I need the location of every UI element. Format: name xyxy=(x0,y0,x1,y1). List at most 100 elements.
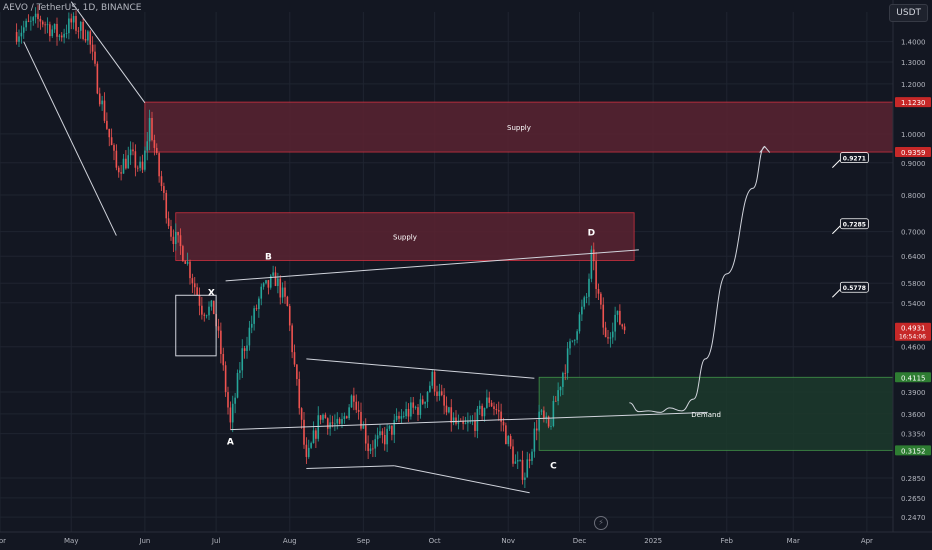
candle-down xyxy=(462,421,464,424)
candle-down xyxy=(170,226,172,237)
candle-down xyxy=(535,428,538,431)
candle-up xyxy=(68,18,70,34)
demand-zone xyxy=(538,376,894,451)
candle-up xyxy=(557,390,559,402)
y-tick-label: 1.2000 xyxy=(901,81,926,89)
point-label: D xyxy=(588,229,595,239)
candle-up xyxy=(550,426,552,427)
candle-down xyxy=(338,418,341,424)
candle-up xyxy=(448,407,450,413)
candle-up xyxy=(46,24,49,26)
candle-up xyxy=(350,395,353,408)
candle-down xyxy=(243,348,246,351)
candle-up xyxy=(65,33,68,34)
candle-up xyxy=(402,416,405,417)
candle-down xyxy=(110,137,113,146)
candle-up xyxy=(457,421,460,424)
candle-up xyxy=(258,298,260,310)
candle-up xyxy=(144,150,146,170)
candle-up xyxy=(122,158,125,174)
candle-up xyxy=(87,31,89,41)
candle-down xyxy=(167,218,170,227)
candle-up xyxy=(262,283,265,287)
candle-down xyxy=(324,414,327,419)
candle-down xyxy=(284,287,286,297)
candle-up xyxy=(419,399,422,415)
candle-up xyxy=(562,372,564,387)
candle-up xyxy=(519,459,521,461)
candle-down xyxy=(488,397,491,403)
candle-down xyxy=(120,172,122,174)
zone-label: Supply xyxy=(393,234,417,242)
candle-down xyxy=(94,51,96,64)
candle-up xyxy=(317,415,320,439)
candle-up xyxy=(18,36,20,42)
trendline xyxy=(394,465,530,494)
candle-down xyxy=(315,430,317,439)
candle-up xyxy=(362,425,365,429)
candle-down xyxy=(443,395,445,406)
currency-button[interactable]: USDT xyxy=(889,4,928,22)
candle-up xyxy=(467,421,469,424)
candle-up xyxy=(129,149,132,156)
candle-down xyxy=(360,411,362,429)
candle-up xyxy=(25,20,27,28)
y-tick-label: 0.2470 xyxy=(901,514,926,522)
candle-down xyxy=(381,431,384,435)
candle-down xyxy=(600,293,602,305)
x-tick-label: Jun xyxy=(138,537,150,545)
candle-down xyxy=(279,278,282,298)
candle-down xyxy=(212,300,215,315)
lightning-icon[interactable]: ⚡ xyxy=(594,516,608,530)
candle-up xyxy=(438,391,441,396)
price-badge xyxy=(895,445,931,456)
candle-up xyxy=(388,425,391,429)
candle-up xyxy=(424,401,426,404)
candle-up xyxy=(559,386,562,391)
target-pointer xyxy=(832,288,841,298)
candle-up xyxy=(514,461,517,464)
candle-down xyxy=(108,128,111,138)
candle-up xyxy=(569,341,571,349)
price-badge xyxy=(895,372,931,383)
candle-down xyxy=(160,176,163,187)
candle-down xyxy=(136,167,139,169)
candle-up xyxy=(234,397,236,404)
y-tick-label: 0.5400 xyxy=(901,300,926,308)
candle-down xyxy=(293,352,296,365)
candle-up xyxy=(405,408,407,417)
candle-up xyxy=(486,397,488,408)
price-badge-label: 0.4931 xyxy=(901,325,926,333)
candle-up xyxy=(246,345,248,351)
countdown-label: 16:54:06 xyxy=(899,334,926,341)
candle-down xyxy=(177,231,179,236)
candle-down xyxy=(227,392,229,408)
candle-down xyxy=(421,399,424,404)
candle-down xyxy=(300,408,303,420)
x-tick-label: Sep xyxy=(357,537,371,545)
candle-up xyxy=(208,306,210,316)
candle-up xyxy=(376,435,379,440)
candle-up xyxy=(30,20,32,22)
candle-down xyxy=(383,434,386,445)
candle-up xyxy=(431,371,434,386)
candle-up xyxy=(426,391,429,402)
candle-up xyxy=(614,314,616,332)
price-badge xyxy=(895,147,931,158)
candle-down xyxy=(592,249,595,262)
candle-down xyxy=(296,364,298,380)
candle-down xyxy=(217,326,220,331)
candle-up xyxy=(127,155,130,169)
candle-up xyxy=(53,23,56,30)
candle-up xyxy=(307,447,310,457)
candle-down xyxy=(44,24,46,26)
zone-label: Supply xyxy=(507,124,531,132)
candle-up xyxy=(540,410,543,412)
target-box xyxy=(839,281,869,293)
candle-up xyxy=(585,296,588,298)
candle-up xyxy=(571,340,574,342)
candle-up xyxy=(210,300,213,307)
point-label: C xyxy=(550,462,557,472)
candle-down xyxy=(179,235,182,247)
